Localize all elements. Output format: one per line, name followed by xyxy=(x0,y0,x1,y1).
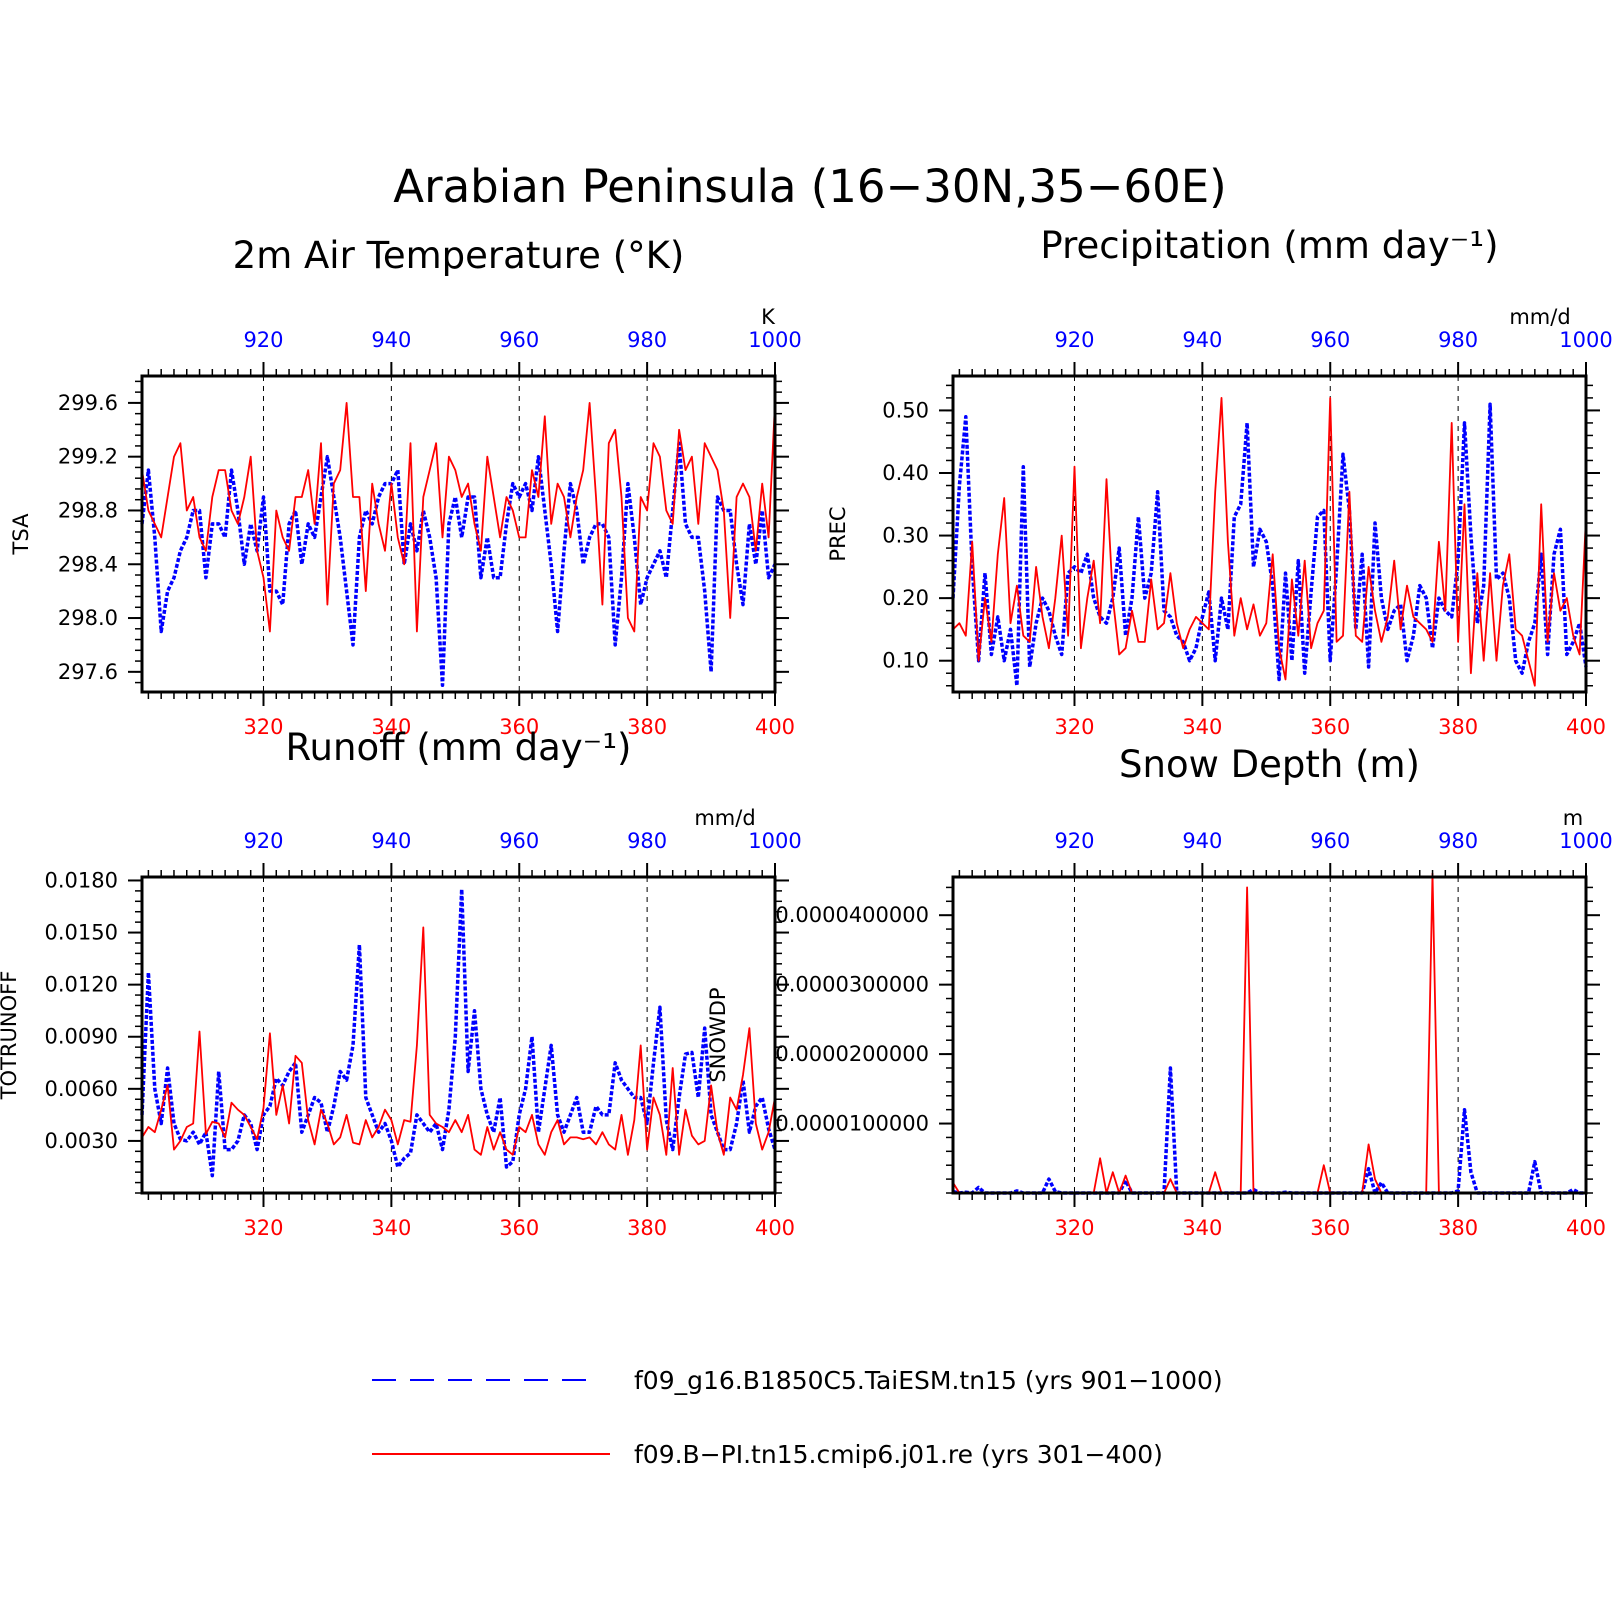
tsa-x-top-tick-label: 920 xyxy=(243,328,283,352)
tsa-plot-frame xyxy=(140,374,777,694)
runoff-x-top-tick-label: 980 xyxy=(627,829,667,853)
snowdp-x-bottom-tick-label: 360 xyxy=(1310,1216,1350,1240)
snowdp-x-top-tick-label: 980 xyxy=(1438,829,1478,853)
prec-series-a-line xyxy=(951,402,1588,688)
runoff-x-bottom-tick-label: 320 xyxy=(243,1216,283,1240)
prec-y-axis-label: PREC xyxy=(826,506,850,561)
tsa-panel: 2m Air Temperature (°K) 320 340 360 380 400 92… xyxy=(9,234,802,739)
snowdp-x-bottom-tick-label: 380 xyxy=(1438,1216,1478,1240)
legend-label-series-b: f09.B−PI.tn15.cmip6.j01.re (yrs 301−400) xyxy=(634,1440,1163,1469)
tsa-y-tick-label: 298.4 xyxy=(58,552,118,576)
snowdp-y-tick-label: 0.0000100000 xyxy=(775,1112,929,1136)
runoff-y-tick-label: 0.0180 xyxy=(45,868,118,892)
prec-x-bottom-tick-label: 360 xyxy=(1310,715,1350,739)
tsa-x-bottom-tick-label: 380 xyxy=(627,715,667,739)
runoff-units-label: mm/d xyxy=(694,806,755,830)
tsa-x-top-tick-label: 1000 xyxy=(748,328,801,352)
snowdp-x-bottom-tick-label: 320 xyxy=(1054,1216,1094,1240)
runoff-y-tick-label: 0.0060 xyxy=(45,1077,118,1101)
snowdp-x-bottom-tick-label: 340 xyxy=(1182,1216,1222,1240)
tsa-series-b-line xyxy=(141,401,776,633)
prec-x-top-tick-label: 1000 xyxy=(1559,328,1612,352)
legend: f09_g16.B1850C5.TaiESM.tn15 (yrs 901−100… xyxy=(372,1366,1223,1469)
prec-units-label: mm/d xyxy=(1509,305,1570,329)
snowdp-x-top-tick-label: 940 xyxy=(1182,829,1222,853)
runoff-x-top-tick-label: 920 xyxy=(243,829,283,853)
prec-series-b-line xyxy=(952,396,1587,687)
prec-y-tick-label: 0.50 xyxy=(882,398,929,422)
prec-x-top-tick-label: 960 xyxy=(1310,328,1350,352)
panels-group: 2m Air Temperature (°K) 320 340 360 380 400 92… xyxy=(0,224,1613,1240)
snowdp-x-top-tick-label: 920 xyxy=(1054,829,1094,853)
snowdp-panel: Snow Depth (m) 320 340 360 380 400 920 940 960 98… xyxy=(706,743,1613,1240)
prec-y-tick-label: 0.10 xyxy=(882,649,929,673)
prec-plot-frame xyxy=(951,374,1588,694)
prec-x-top-tick-label: 920 xyxy=(1054,328,1094,352)
prec-x-top-tick-label: 980 xyxy=(1438,328,1478,352)
runoff-y-tick-label: 0.0150 xyxy=(45,921,118,945)
runoff-x-top-tick-label: 1000 xyxy=(748,829,801,853)
snowdp-y-tick-label: 0.0000300000 xyxy=(775,973,929,997)
runoff-y-tick-label: 0.0120 xyxy=(45,973,118,997)
snowdp-y-tick-label: 0.0000200000 xyxy=(775,1042,929,1066)
runoff-x-bottom-tick-label: 360 xyxy=(499,1216,539,1240)
snowdp-units-label: m xyxy=(1563,806,1583,830)
runoff-plot-frame xyxy=(140,875,777,1195)
prec-y-tick-label: 0.20 xyxy=(882,586,929,610)
snowdp-series-a-line xyxy=(952,1066,1586,1195)
prec-x-bottom-tick-label: 400 xyxy=(1566,715,1606,739)
tsa-y-axis-label: TSA xyxy=(9,513,33,556)
snowdp-x-top-tick-label: 960 xyxy=(1310,829,1350,853)
tsa-x-bottom-tick-label: 360 xyxy=(499,715,539,739)
prec-y-tick-label: 0.30 xyxy=(882,524,929,548)
prec-x-top-tick-label: 940 xyxy=(1182,328,1222,352)
figure-title: Arabian Peninsula (16−30N,35−60E) xyxy=(393,160,1226,213)
runoff-y-tick-label: 0.0090 xyxy=(45,1025,118,1049)
runoff-y-axis-label: TOTRUNOFF xyxy=(0,971,21,1101)
runoff-panel: Runoff (mm day⁻¹) 320 340 360 380 400 920 940 96… xyxy=(0,726,802,1240)
runoff-x-bottom-tick-label: 400 xyxy=(755,1216,795,1240)
prec-x-bottom-tick-label: 320 xyxy=(1054,715,1094,739)
prec-y-tick-label: 0.40 xyxy=(882,461,929,485)
snowdp-series-b-line xyxy=(952,872,1586,1194)
prec-x-bottom-tick-label: 380 xyxy=(1438,715,1478,739)
tsa-y-tick-label: 298.0 xyxy=(58,606,118,630)
runoff-y-tick-label: 0.0030 xyxy=(45,1129,118,1153)
prec-panel: Precipitation (mm day⁻¹) 320 340 360 380 400 9… xyxy=(826,224,1613,739)
tsa-y-tick-label: 299.2 xyxy=(58,445,118,469)
snowdp-x-bottom-tick-label: 400 xyxy=(1566,1216,1606,1240)
tsa-y-tick-label: 299.6 xyxy=(58,391,118,415)
runoff-x-bottom-tick-label: 340 xyxy=(371,1216,411,1240)
snowdp-title: Snow Depth (m) xyxy=(1119,743,1420,786)
tsa-series-a-line xyxy=(140,441,777,688)
tsa-x-top-tick-label: 960 xyxy=(499,328,539,352)
snowdp-plot-frame xyxy=(951,875,1588,1195)
runoff-x-top-tick-label: 940 xyxy=(371,829,411,853)
runoff-title: Runoff (mm day⁻¹) xyxy=(286,726,632,769)
snowdp-x-top-tick-label: 1000 xyxy=(1559,829,1612,853)
prec-title: Precipitation (mm day⁻¹) xyxy=(1040,224,1498,267)
tsa-x-bottom-tick-label: 320 xyxy=(243,715,283,739)
runoff-series-b-line xyxy=(141,926,776,1156)
tsa-x-bottom-tick-label: 340 xyxy=(371,715,411,739)
tsa-x-top-tick-label: 940 xyxy=(371,328,411,352)
tsa-units-label: K xyxy=(761,305,776,329)
tsa-x-bottom-tick-label: 400 xyxy=(755,715,795,739)
snowdp-y-axis-label: SNOWDP xyxy=(706,987,730,1082)
runoff-x-top-tick-label: 960 xyxy=(499,829,539,853)
tsa-title: 2m Air Temperature (°K) xyxy=(233,234,685,277)
legend-label-series-a: f09_g16.B1850C5.TaiESM.tn15 (yrs 901−100… xyxy=(634,1366,1223,1395)
runoff-series-a-line xyxy=(140,887,777,1178)
prec-x-bottom-tick-label: 340 xyxy=(1182,715,1222,739)
tsa-x-top-tick-label: 980 xyxy=(627,328,667,352)
tsa-y-tick-label: 298.8 xyxy=(58,498,118,522)
snowdp-y-tick-label: 0.0000400000 xyxy=(775,903,929,927)
tsa-y-tick-label: 297.6 xyxy=(58,660,118,684)
runoff-x-bottom-tick-label: 380 xyxy=(627,1216,667,1240)
